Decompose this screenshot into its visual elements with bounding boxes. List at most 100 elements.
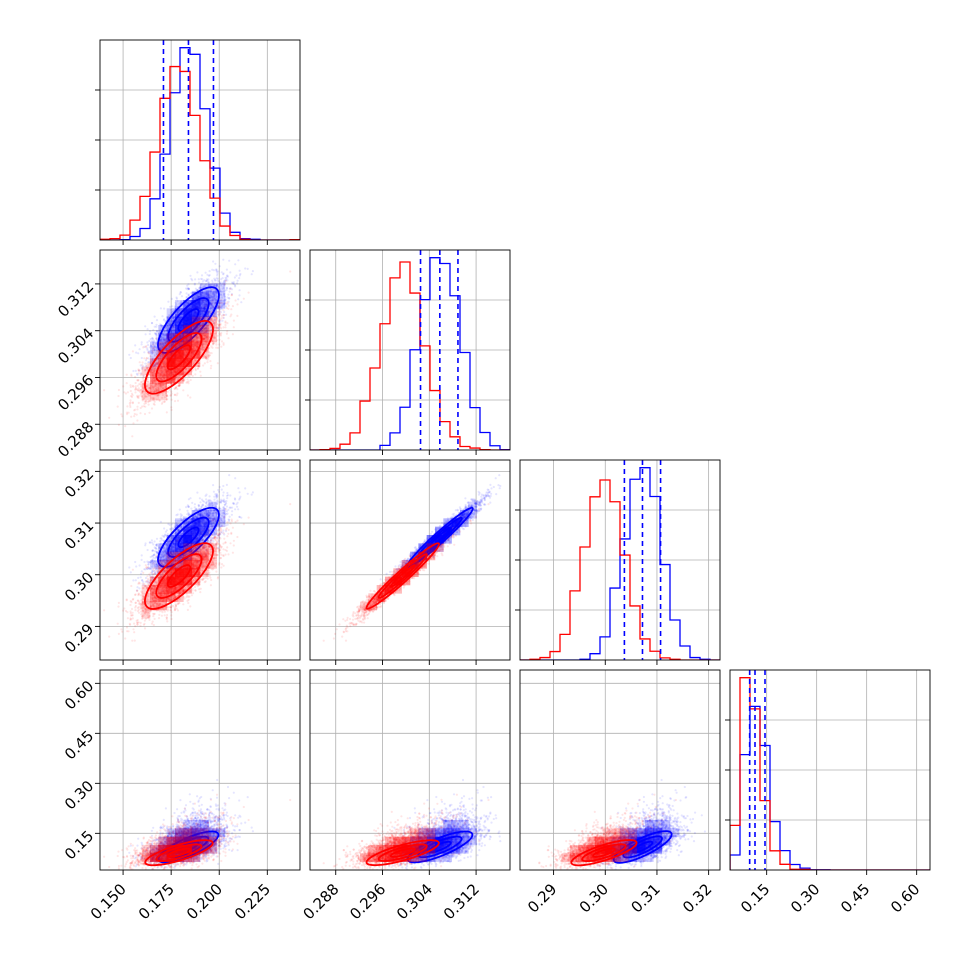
- sample-point: [226, 302, 229, 305]
- sample-point: [209, 303, 212, 306]
- sample-point: [173, 330, 176, 334]
- sample-point: [174, 377, 177, 380]
- sample-point: [151, 347, 154, 350]
- sample-point: [160, 347, 163, 350]
- sample-point: [222, 316, 225, 320]
- sample-point: [222, 281, 226, 284]
- sample-point: [218, 332, 221, 335]
- sample-point: [204, 327, 207, 330]
- sample-point: [160, 402, 163, 405]
- sample-point: [224, 300, 227, 303]
- sample-point: [148, 386, 151, 390]
- sample-point: [153, 345, 156, 348]
- sample-point: [166, 329, 169, 332]
- sample-point: [180, 295, 184, 298]
- sample-point: [232, 319, 235, 322]
- sample-point: [153, 348, 156, 351]
- sample-point: [155, 334, 158, 337]
- sample-point: [221, 296, 224, 299]
- sample-point: [163, 330, 167, 333]
- sample-point: [216, 346, 220, 349]
- sample-point: [192, 363, 195, 366]
- sample-point: [222, 290, 225, 293]
- sample-point: [186, 394, 189, 397]
- sample-point: [171, 328, 174, 331]
- sample-point: [176, 392, 179, 395]
- sample-point: [125, 382, 128, 385]
- sample-point: [215, 339, 219, 342]
- sample-point: [176, 399, 180, 402]
- sample-point: [153, 381, 156, 384]
- sample-point: [206, 290, 209, 293]
- sample-point: [139, 406, 142, 410]
- sample-point: [229, 287, 232, 290]
- sample-point: [151, 380, 154, 383]
- sample-point: [152, 376, 155, 379]
- sample-point: [225, 306, 228, 310]
- sample-point: [223, 280, 226, 283]
- sample-point: [153, 346, 156, 349]
- sample-point: [213, 318, 216, 321]
- sample-point: [150, 369, 153, 372]
- sample-point: [162, 377, 165, 380]
- sample-point: [215, 330, 218, 333]
- sample-point: [204, 330, 207, 333]
- sample-point: [210, 294, 213, 297]
- sample-point: [160, 354, 163, 357]
- sample-point: [152, 402, 155, 405]
- sample-point: [162, 376, 165, 379]
- sample-point: [225, 289, 228, 292]
- sample-point: [181, 313, 184, 316]
- sample-point: [128, 353, 131, 356]
- sample-point: [153, 325, 156, 328]
- sample-point: [168, 384, 171, 387]
- sample-point: [171, 344, 174, 347]
- sample-point: [200, 277, 203, 280]
- sample-point: [226, 296, 229, 299]
- sample-point: [151, 380, 154, 383]
- scatter-panel-1-0: [99, 249, 301, 451]
- sample-point: [201, 341, 205, 344]
- sample-point: [213, 316, 217, 319]
- sample-point: [169, 308, 173, 311]
- sample-point: [158, 377, 161, 380]
- sample-point: [216, 362, 219, 365]
- sample-point: [195, 337, 198, 340]
- sample-point: [155, 388, 158, 391]
- sample-point: [103, 389, 106, 392]
- sample-point: [144, 395, 147, 398]
- sample-point: [201, 343, 204, 346]
- sample-point: [108, 416, 111, 419]
- sample-point: [142, 374, 145, 377]
- sample-point: [222, 313, 225, 316]
- sample-point: [230, 313, 233, 316]
- sample-point: [212, 291, 215, 294]
- sample-point: [217, 313, 220, 316]
- sample-point: [159, 355, 162, 358]
- sample-point: [147, 357, 150, 360]
- sample-point: [218, 265, 221, 268]
- sample-point: [176, 388, 179, 391]
- sample-point: [171, 305, 174, 308]
- sample-point: [220, 298, 223, 302]
- sample-point: [179, 291, 182, 294]
- sample-point: [159, 323, 162, 326]
- sample-point: [212, 314, 215, 317]
- sample-point: [185, 296, 189, 299]
- sample-point: [212, 337, 215, 340]
- sample-point: [200, 324, 203, 327]
- sample-point: [212, 301, 215, 304]
- sample-point: [171, 331, 174, 334]
- sample-point: [164, 340, 167, 343]
- sample-point: [250, 273, 253, 276]
- sample-point: [149, 358, 152, 361]
- sample-point: [191, 298, 194, 301]
- sample-point: [181, 306, 184, 309]
- sample-point: [153, 397, 156, 400]
- sample-point: [203, 326, 206, 329]
- sample-point: [215, 269, 218, 272]
- sample-point: [139, 412, 142, 415]
- sample-point: [212, 290, 215, 293]
- sample-point: [163, 400, 166, 403]
- sample-point: [129, 356, 132, 360]
